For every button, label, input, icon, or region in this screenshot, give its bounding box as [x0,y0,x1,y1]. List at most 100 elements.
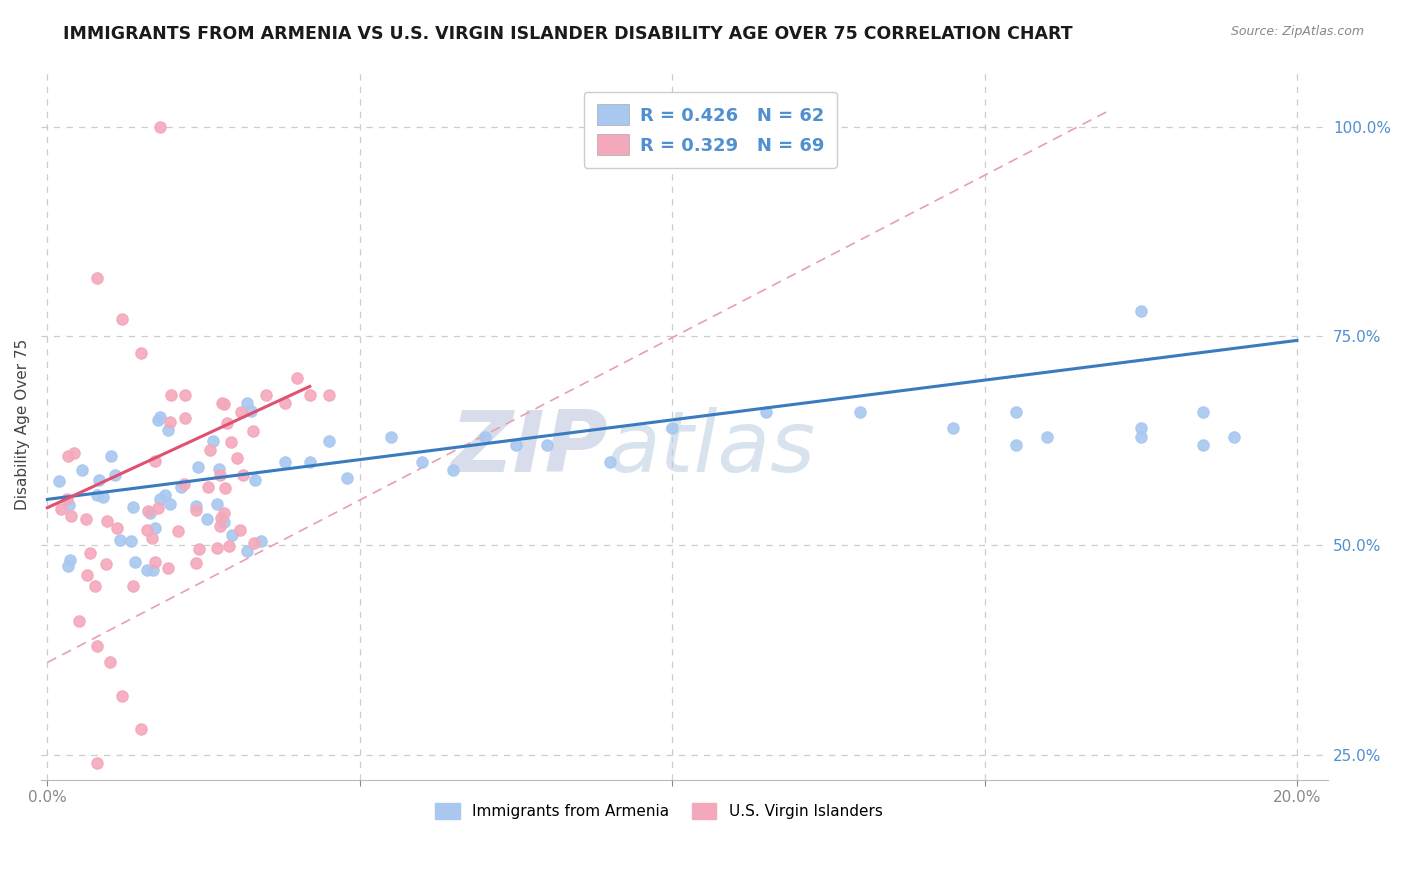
Point [173,477,195,491]
Point [848,404,870,418]
Point [86,639,108,653]
Point [208,461,231,475]
Point [285,371,308,385]
Point [149,491,172,506]
Point [86,488,108,502]
Point [212,396,235,410]
Point [56,492,79,507]
Point [187,460,209,475]
Point [245,474,267,488]
Point [208,519,231,533]
Point [243,536,266,550]
Point [1036,429,1059,443]
Point [48,474,70,488]
Point [167,524,190,538]
Point [122,579,145,593]
Point [98,656,121,670]
Point [221,528,243,542]
Point [159,497,181,511]
Point [205,541,228,555]
Point [121,500,143,514]
Point [86,270,108,285]
Point [135,523,157,537]
Point [298,455,321,469]
Point [149,410,172,425]
Point [274,455,297,469]
Point [240,404,263,418]
Point [298,388,321,402]
Point [250,534,273,549]
Point [1129,429,1152,443]
Point [318,434,340,448]
Point [211,396,233,410]
Point [380,429,402,443]
Point [225,451,247,466]
Point [146,501,169,516]
Y-axis label: Disability Age Over 75: Disability Age Over 75 [15,338,30,509]
Legend: Immigrants from Armenia, U.S. Virgin Islanders: Immigrants from Armenia, U.S. Virgin Isl… [429,797,889,825]
Point [1192,438,1215,452]
Point [209,511,232,525]
Point [110,533,132,548]
Point [188,541,211,556]
Point [60,508,83,523]
Point [111,689,134,703]
Point [149,120,172,134]
Point [143,555,166,569]
Point [153,488,176,502]
Point [229,523,252,537]
Point [87,473,110,487]
Point [100,449,122,463]
Point [254,388,277,402]
Point [160,388,183,402]
Point [229,404,252,418]
Point [91,490,114,504]
Point [159,415,181,429]
Point [202,434,225,448]
Point [83,579,105,593]
Point [76,568,98,582]
Point [79,546,101,560]
Point [661,421,683,435]
Point [536,438,558,452]
Point [411,455,433,469]
Point [143,454,166,468]
Point [209,468,232,483]
Point [120,533,142,548]
Point [1004,404,1026,418]
Point [336,471,359,485]
Point [56,559,79,574]
Point [236,396,259,410]
Point [212,506,235,520]
Point [474,429,496,443]
Text: ZIP: ZIP [450,408,607,491]
Point [135,564,157,578]
Point [63,446,86,460]
Point [1192,404,1215,418]
Point [105,521,128,535]
Point [94,558,117,572]
Point [184,500,207,514]
Point [67,614,90,628]
Point [184,503,207,517]
Point [136,504,159,518]
Point [242,424,264,438]
Text: atlas: atlas [607,408,815,491]
Point [129,723,152,737]
Point [156,423,179,437]
Point [142,564,165,578]
Point [51,502,73,516]
Point [86,756,108,770]
Point [217,416,239,430]
Point [198,442,221,457]
Text: Source: ZipAtlas.com: Source: ZipAtlas.com [1230,25,1364,38]
Point [170,480,193,494]
Point [1129,304,1152,318]
Point [70,463,93,477]
Point [274,396,297,410]
Point [235,544,257,558]
Point [75,512,97,526]
Point [146,413,169,427]
Point [58,498,80,512]
Point [59,553,82,567]
